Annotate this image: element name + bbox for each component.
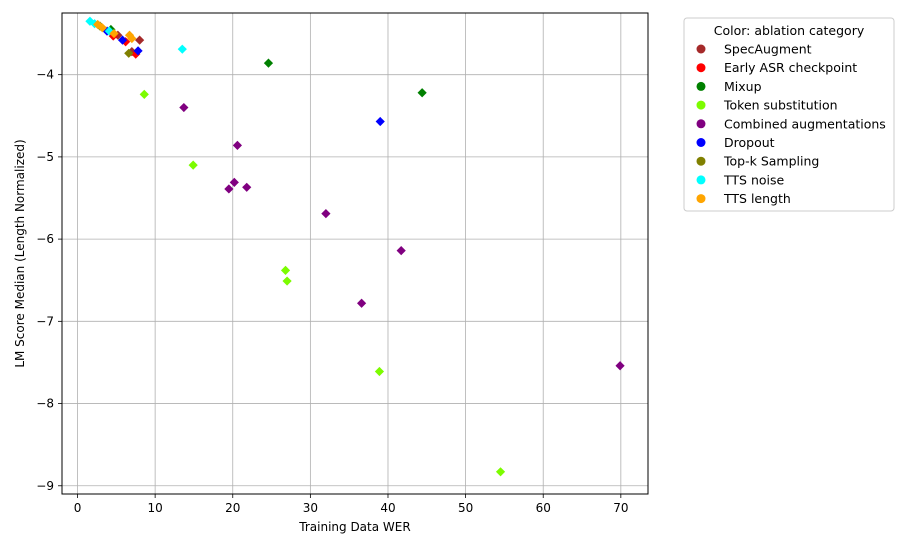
legend: Color: ablation category SpecAugment Earl…	[683, 17, 895, 212]
data-point	[117, 35, 128, 45]
data-point	[495, 467, 506, 477]
data-point	[177, 44, 187, 54]
data-point	[188, 160, 198, 170]
data-point	[615, 361, 625, 371]
grid	[62, 13, 648, 494]
data-point	[109, 28, 119, 39]
data-point	[356, 298, 367, 308]
data-point	[263, 58, 274, 68]
legend-label: Mixup	[724, 79, 762, 94]
data-point	[242, 182, 252, 192]
legend-marker	[696, 175, 706, 185]
x-tick-label: 0	[74, 501, 82, 515]
data-point	[232, 140, 243, 150]
data-point	[97, 23, 107, 33]
legend-label: Early ASR checkpoint	[724, 60, 857, 75]
y-tick-label: −7	[36, 314, 54, 328]
axis-ticks: 0 10 20 30 40 50 60 70 −4 −5 −6 −7 −8 −9	[36, 68, 628, 515]
x-tick-label: 60	[536, 501, 551, 515]
legend-marker	[696, 138, 706, 147]
data-points	[85, 16, 625, 477]
legend-label: Top-k Sampling	[723, 154, 819, 169]
data-point	[280, 265, 291, 275]
legend-label: TTS noise	[723, 172, 785, 187]
data-point	[133, 46, 143, 56]
data-point	[374, 366, 385, 377]
data-point	[224, 184, 234, 194]
legend-label: SpecAugment	[724, 42, 812, 57]
x-tick-label: 30	[303, 501, 318, 515]
data-point	[93, 19, 103, 30]
legend-marker	[696, 156, 706, 166]
plot-frame	[61, 12, 649, 495]
data-point	[321, 209, 331, 219]
legend-label: Token substitution	[723, 98, 838, 113]
data-point	[139, 89, 149, 99]
data-point	[124, 48, 134, 58]
y-tick-label: −8	[36, 397, 54, 411]
y-axis-title: LM Score Median (Length Normalized)	[13, 139, 27, 367]
legend-marker	[696, 119, 706, 129]
data-point	[417, 88, 427, 98]
x-axis-title: Training Data WER	[298, 520, 410, 534]
data-point	[127, 33, 137, 44]
y-tick-label: −4	[36, 68, 54, 82]
y-tick-label: −6	[36, 232, 54, 246]
legend-marker	[696, 81, 706, 91]
data-point	[229, 177, 239, 187]
legend-marker	[696, 63, 706, 73]
x-tick-label: 50	[458, 501, 473, 515]
legend-marker	[696, 100, 706, 110]
data-point	[396, 246, 406, 256]
data-point	[121, 37, 131, 47]
data-point	[282, 276, 292, 286]
legend-label: Dropout	[724, 135, 775, 150]
data-point	[179, 102, 189, 113]
data-point	[375, 116, 385, 127]
legend-marker	[696, 44, 706, 54]
y-tick-label: −5	[36, 150, 54, 164]
legend-label: Combined augmentations	[724, 116, 886, 131]
x-tick-label: 20	[225, 501, 240, 515]
legend-label: TTS length	[723, 191, 791, 206]
x-tick-label: 40	[380, 501, 395, 515]
y-tick-label: −9	[36, 479, 54, 493]
x-tick-label: 10	[147, 501, 162, 515]
legend-marker	[696, 194, 706, 204]
data-point	[85, 16, 95, 26]
x-tick-label: 70	[613, 501, 628, 515]
legend-box	[683, 17, 895, 212]
data-point	[135, 35, 145, 45]
legend-title: Color: ablation category	[714, 23, 865, 38]
